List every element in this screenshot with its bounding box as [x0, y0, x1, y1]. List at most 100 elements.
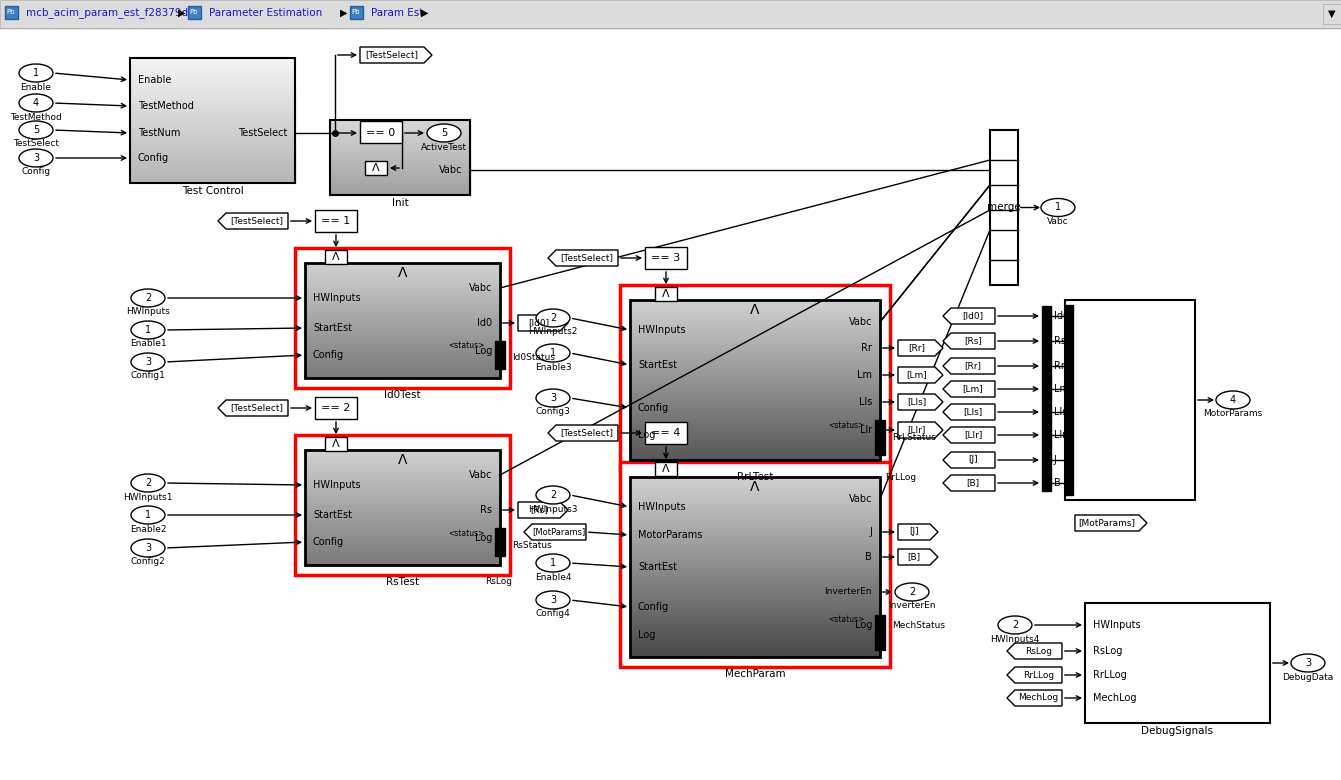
Bar: [130, 58, 295, 183]
Polygon shape: [898, 422, 943, 438]
Ellipse shape: [536, 486, 570, 504]
Text: 2: 2: [909, 587, 915, 597]
Text: InverterEn: InverterEn: [888, 601, 936, 611]
Text: Log: Log: [638, 630, 656, 640]
Text: MotorParams: MotorParams: [638, 530, 703, 540]
Text: Parameter Estimation: Parameter Estimation: [209, 8, 322, 18]
Text: HWInputs: HWInputs: [126, 307, 170, 317]
Text: Config: Config: [638, 403, 669, 413]
Text: [J]: [J]: [909, 527, 919, 537]
Polygon shape: [943, 308, 995, 324]
Bar: [1042, 306, 1051, 491]
Polygon shape: [943, 358, 995, 374]
Text: Vabc: Vabc: [468, 470, 492, 480]
Text: RsLog: RsLog: [1093, 646, 1122, 656]
Text: 3: 3: [1305, 658, 1311, 668]
Text: [TestSelect]: [TestSelect]: [561, 254, 613, 263]
Text: [Lm]: [Lm]: [907, 370, 927, 380]
Bar: [350, 6, 363, 19]
Text: Vabc: Vabc: [849, 494, 872, 504]
Polygon shape: [1075, 515, 1147, 531]
Text: RrLTest: RrLTest: [736, 472, 774, 482]
Text: [Llr]: [Llr]: [908, 426, 925, 434]
Text: Log: Log: [475, 533, 492, 543]
Text: 1: 1: [34, 68, 39, 78]
Ellipse shape: [536, 554, 570, 572]
Text: StartEst: StartEst: [638, 360, 677, 370]
Text: Λ: Λ: [333, 252, 339, 262]
Text: Lm: Lm: [857, 370, 872, 380]
Bar: [325, 437, 347, 451]
Text: J: J: [869, 527, 872, 537]
Bar: [874, 420, 885, 455]
Text: HWInputs3: HWInputs3: [528, 505, 578, 513]
Text: Pb: Pb: [351, 9, 361, 16]
Text: HWInputs: HWInputs: [312, 480, 361, 490]
Text: MechStatus: MechStatus: [892, 621, 945, 629]
Text: Config1: Config1: [130, 371, 165, 381]
Bar: [330, 120, 469, 195]
Text: 1: 1: [145, 325, 152, 335]
Polygon shape: [518, 502, 569, 518]
Text: MechLog: MechLog: [1093, 693, 1136, 703]
Text: == 2: == 2: [322, 403, 351, 413]
Text: RrLLog: RrLLog: [1093, 670, 1126, 680]
Bar: [990, 130, 1018, 285]
Ellipse shape: [19, 121, 54, 139]
Text: [MotParams]: [MotParams]: [1078, 519, 1136, 527]
Text: Rr: Rr: [861, 343, 872, 353]
Text: Enable2: Enable2: [130, 524, 166, 534]
Text: 4: 4: [1230, 395, 1236, 405]
Ellipse shape: [536, 389, 570, 407]
Text: Λ: Λ: [662, 289, 669, 299]
Text: [Rr]: [Rr]: [964, 361, 982, 370]
Ellipse shape: [1216, 391, 1250, 409]
Text: [Lls]: [Lls]: [963, 407, 983, 417]
Bar: [630, 477, 880, 657]
Text: MotorParams: MotorParams: [1203, 410, 1263, 419]
Bar: [365, 161, 388, 175]
Text: Λ: Λ: [750, 480, 760, 494]
Polygon shape: [548, 425, 618, 441]
Text: Llr: Llr: [860, 425, 872, 435]
Text: DebugSignals: DebugSignals: [1141, 726, 1214, 736]
Bar: [188, 6, 201, 19]
Ellipse shape: [131, 474, 165, 492]
Text: Config3: Config3: [535, 407, 570, 417]
Text: Λ: Λ: [333, 439, 339, 449]
Text: Config: Config: [138, 153, 169, 163]
Text: <status>: <status>: [449, 529, 485, 537]
Text: Rs: Rs: [480, 505, 492, 515]
Ellipse shape: [19, 149, 54, 167]
Text: RrLLog: RrLLog: [885, 473, 916, 481]
Text: Vabc: Vabc: [468, 283, 492, 293]
Text: Log: Log: [475, 346, 492, 356]
Polygon shape: [898, 524, 937, 540]
Text: [TestSelect]: [TestSelect]: [231, 403, 283, 413]
Bar: [295, 248, 510, 388]
Polygon shape: [898, 340, 943, 356]
Text: Config: Config: [312, 350, 345, 360]
Ellipse shape: [536, 344, 570, 362]
Text: StartEst: StartEst: [638, 562, 677, 572]
Polygon shape: [1007, 667, 1062, 683]
Bar: [315, 397, 357, 419]
Text: 3: 3: [145, 543, 152, 553]
Text: Config2: Config2: [130, 558, 165, 566]
Text: 3: 3: [550, 393, 557, 403]
Ellipse shape: [131, 353, 165, 371]
Text: [B]: [B]: [967, 478, 979, 488]
Text: Log: Log: [854, 620, 872, 630]
Ellipse shape: [19, 64, 54, 82]
Text: [TestSelect]: [TestSelect]: [561, 428, 613, 438]
Text: MechParam: MechParam: [724, 669, 786, 679]
Text: RsTest: RsTest: [386, 577, 418, 587]
Bar: [5, 6, 17, 19]
Bar: [0, 0, 1341, 28]
Bar: [620, 285, 890, 470]
Text: 1: 1: [1055, 203, 1061, 212]
Polygon shape: [943, 452, 995, 468]
Text: ▶: ▶: [421, 8, 429, 18]
Text: 4: 4: [34, 98, 39, 108]
Text: ▼: ▼: [1328, 9, 1336, 19]
